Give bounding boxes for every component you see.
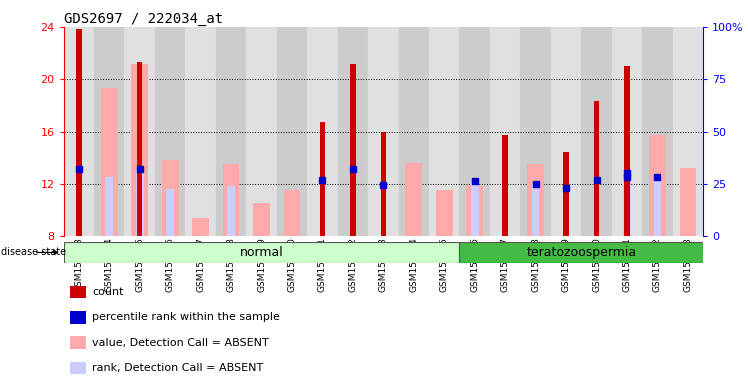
Bar: [124, 27, 155, 236]
Bar: [623, 177, 631, 236]
Bar: [70, 362, 86, 374]
Bar: [551, 27, 581, 236]
Bar: [136, 169, 144, 236]
Bar: [612, 27, 643, 236]
Bar: [594, 101, 599, 236]
Bar: [368, 27, 399, 236]
Bar: [643, 27, 672, 236]
Bar: [166, 189, 174, 236]
Bar: [76, 30, 82, 236]
Bar: [253, 204, 270, 236]
Bar: [503, 136, 508, 236]
Bar: [246, 27, 277, 236]
Text: normal: normal: [239, 246, 283, 259]
Text: disease state: disease state: [1, 247, 67, 258]
Bar: [105, 177, 113, 236]
Bar: [466, 187, 483, 236]
Bar: [155, 27, 186, 236]
Bar: [399, 27, 429, 236]
Bar: [94, 27, 124, 236]
Bar: [101, 88, 117, 236]
Text: GDS2697 / 222034_at: GDS2697 / 222034_at: [64, 12, 223, 26]
Bar: [459, 242, 703, 263]
Bar: [216, 27, 246, 236]
Bar: [70, 286, 86, 298]
Text: percentile rank within the sample: percentile rank within the sample: [92, 312, 280, 322]
Bar: [532, 184, 539, 236]
Text: teratozoospermia: teratozoospermia: [527, 246, 637, 259]
Bar: [64, 27, 94, 236]
Bar: [405, 163, 422, 236]
Bar: [679, 168, 696, 236]
Bar: [132, 63, 148, 236]
Bar: [649, 136, 666, 236]
Bar: [223, 164, 239, 236]
Bar: [436, 190, 453, 236]
Text: rank, Detection Call = ABSENT: rank, Detection Call = ABSENT: [92, 363, 263, 373]
Bar: [319, 122, 325, 236]
Bar: [192, 218, 209, 236]
Bar: [70, 311, 86, 323]
Bar: [581, 27, 612, 236]
Bar: [672, 27, 703, 236]
Bar: [162, 160, 179, 236]
Bar: [381, 131, 386, 236]
Bar: [625, 66, 630, 236]
Bar: [521, 27, 551, 236]
Bar: [527, 164, 544, 236]
Text: value, Detection Call = ABSENT: value, Detection Call = ABSENT: [92, 338, 269, 348]
Bar: [490, 27, 521, 236]
Bar: [350, 63, 355, 236]
Bar: [459, 27, 490, 236]
Bar: [283, 190, 301, 236]
Bar: [429, 27, 459, 236]
Bar: [337, 27, 368, 236]
Bar: [186, 27, 216, 236]
Bar: [654, 177, 661, 236]
Text: count: count: [92, 287, 124, 297]
Bar: [471, 181, 479, 236]
Bar: [277, 27, 307, 236]
Bar: [70, 336, 86, 349]
Bar: [64, 242, 459, 263]
Bar: [227, 187, 235, 236]
Bar: [563, 152, 568, 236]
Bar: [307, 27, 337, 236]
Bar: [137, 62, 142, 236]
